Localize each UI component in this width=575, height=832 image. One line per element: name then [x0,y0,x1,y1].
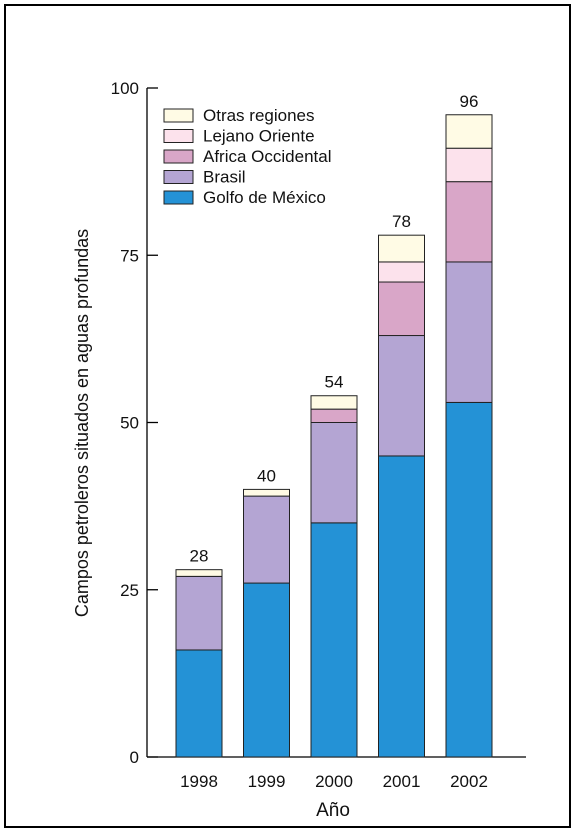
y-tick-labels: 0 25 50 75 100 [111,79,139,767]
x-axis-label: Año [316,800,350,821]
y-tick-label: 75 [120,246,139,265]
bar-segment-africa-occidental [445,181,493,263]
bar-segment-otras-regiones [445,114,493,149]
bar-segment-otras-regiones [378,234,425,263]
bar-segment-brasil [175,575,223,651]
bar-segment-brasil [243,495,290,584]
bar-segment-brasil [378,335,425,457]
bar-segment-golfo-de-m-xico [310,522,358,758]
bar-segment-lejano-oriente [378,261,425,283]
legend-swatch [163,149,194,164]
total-labels: 28 40 54 78 96 [190,92,479,566]
stacked-bar-chart: 28 40 54 78 96 1998 1999 2000 2001 2002 0 25 50 75 1… [72,79,526,821]
legend-label: Lejano Oriente [203,127,315,146]
bars [175,114,493,758]
bar-segment-africa-occidental [310,408,358,423]
y-tick-label: 100 [111,79,139,98]
bar-segment-golfo-de-m-xico [243,582,290,758]
bar-segment-otras-regiones [243,488,290,497]
bar-segment-golfo-de-m-xico [445,401,493,758]
figure-frame: 28 40 54 78 96 1998 1999 2000 2001 2002 0 25 50 75 1… [4,4,571,828]
bar-segment-africa-occidental [378,281,425,337]
bar-segment-golfo-de-m-xico [175,649,223,758]
x-tick-label: 2001 [383,772,421,791]
legend-label: Golfo de México [203,188,326,207]
legend-swatch [163,190,194,205]
bar-total-label: 78 [392,212,411,231]
bar-segment-lejano-oriente [445,147,493,183]
legend-swatch [163,108,194,123]
legend-label: Africa Occidental [203,147,332,166]
x-tick-label: 1999 [248,772,286,791]
legend-swatch [163,129,194,143]
bar-total-label: 28 [190,547,209,566]
bar-total-label: 40 [257,466,276,485]
y-axis-label: Campos petroleros situados en aguas prof… [72,229,92,617]
y-tick-label: 0 [130,748,139,767]
bar-total-label: 54 [325,373,344,392]
legend-swatch [163,170,194,184]
x-tick-label: 2002 [450,772,488,791]
bar-segment-otras-regiones [175,569,223,577]
bar-segment-brasil [310,422,358,524]
x-tick-label: 2000 [315,772,353,791]
y-tick-label: 25 [120,581,139,600]
legend-label: Otras regiones [203,106,315,125]
x-tick-labels: 1998 1999 2000 2001 2002 [180,772,488,791]
legend-label: Brasil [203,168,246,187]
y-tick-label: 50 [120,414,139,433]
bar-total-label: 96 [460,92,479,111]
bar-segment-brasil [445,261,493,403]
bar-segment-otras-regiones [310,395,358,410]
x-tick-label: 1998 [180,772,218,791]
bar-segment-golfo-de-m-xico [378,455,425,758]
